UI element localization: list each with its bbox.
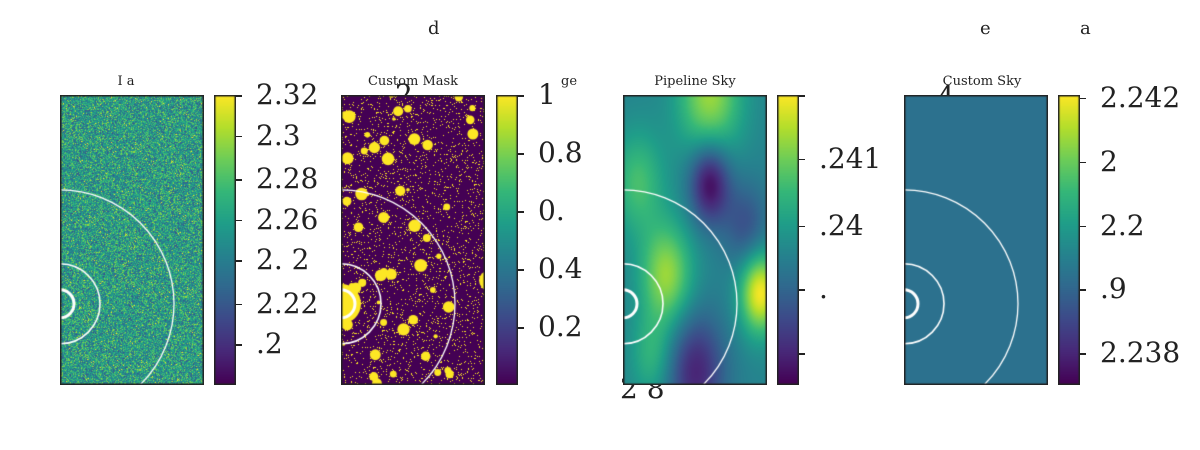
colorbar [777,95,799,385]
colorbar-tick-label: 2.3 [256,118,301,152]
panel-title: Custom Mask [367,74,459,89]
colorbar-tick [1080,225,1086,227]
colorbar-tick-label: 2.238 [1100,336,1181,370]
colorbar-tick-label: .9 [1100,272,1127,306]
colorbar-tick [236,219,242,222]
colorbar-tick-label: 2. 2 [256,243,310,277]
colorbar-tick-label: 0.8 [538,136,583,169]
colorbar [214,95,236,385]
colorbar-tick [236,179,242,181]
colorbar-tick [518,211,524,213]
mask-panel [341,95,485,385]
colorbar-tick [236,260,242,262]
colorbar-tick [799,158,805,161]
colorbar-tick-label: 2 [1100,144,1118,178]
colorbar-tick [518,327,524,329]
colorbar-tick [518,269,524,271]
panel-title: Pipeline Sky [654,74,736,89]
colorbar-tick [1080,289,1086,291]
colorbar-tick-label: .2 [256,327,283,361]
colorbar-tick [236,135,242,138]
colorbar-tick-label: 0. [538,194,565,227]
colorbar-tick [236,303,242,306]
panel-title: Custom Sky [942,74,1022,89]
colorbar-tick [1080,161,1086,164]
pipeline-sky-panel [623,95,767,385]
colorbar-tick-label: 2.26 [256,202,319,236]
colorbar-tick [236,95,242,97]
colorbar-tick-label: 2.28 [256,162,319,196]
colorbar-tick-label: 2.22 [256,286,319,320]
stray-label: d [428,18,440,39]
colorbar-tick [518,95,524,97]
colorbar-tick [799,95,805,97]
colorbar-tick [1080,97,1086,100]
colorbar-tick [1080,353,1086,355]
colorbar-tick [236,344,242,346]
colorbar-tick-label: . [819,272,828,306]
custom-sky-panel [904,95,1048,385]
colorbar-tick-label: 2.2 [1100,208,1145,242]
colorbar [496,95,518,385]
image-panel [60,95,204,385]
colorbar-tick [518,153,524,155]
colorbar-tick-label: .24 [819,208,864,242]
colorbar-tick [799,225,805,227]
stray-label: ge [561,74,578,89]
colorbar-tick-label: 0.2 [538,310,583,343]
colorbar-tick-label: 2.32 [256,78,319,111]
stray-label: a [1080,18,1091,39]
colorbar-tick-label: 2.242 [1100,80,1181,114]
colorbar [1058,95,1080,385]
colorbar-tick-label: .241 [819,141,882,175]
colorbar-tick [799,353,805,355]
colorbar-tick [799,289,805,291]
colorbar-tick-label: 1 [538,78,556,111]
stray-label: e [980,18,991,39]
colorbar-tick-label: 0.4 [538,252,583,285]
panel-title: I a [117,74,135,89]
